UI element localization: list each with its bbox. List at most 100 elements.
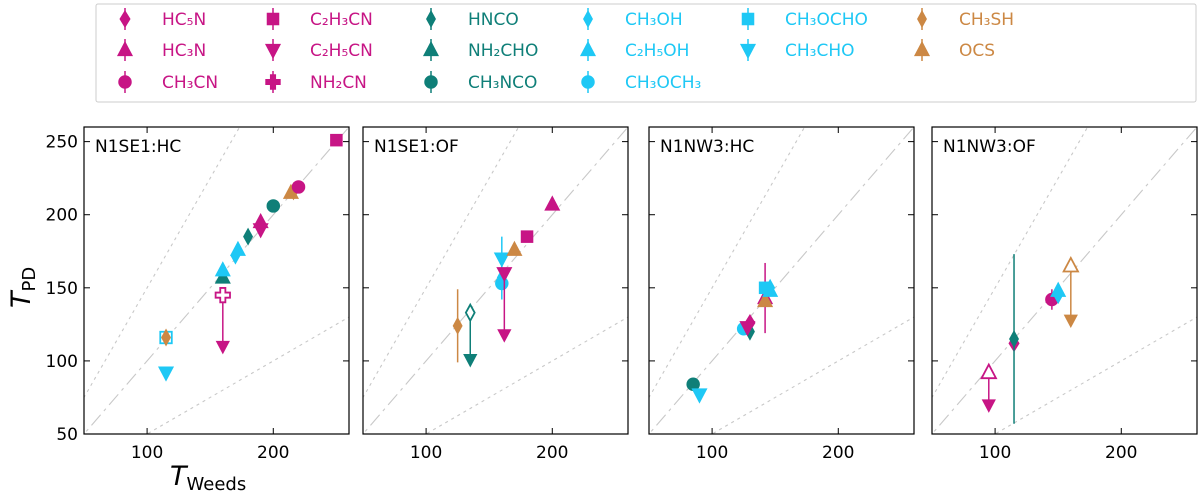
- legend-label: C₂H₃CN: [310, 10, 373, 30]
- legend-marker-icon: [118, 75, 132, 89]
- legend-label: HNCO: [468, 10, 519, 30]
- reference-line: [993, 316, 1197, 434]
- x-axis-label: TWeeds: [170, 461, 246, 495]
- point-ch3sh: [161, 328, 171, 347]
- point-marker: [157, 366, 175, 382]
- point-ch3cho: [157, 366, 175, 382]
- point-hc3n: [980, 362, 998, 413]
- legend-marker-icon: [265, 74, 281, 90]
- point-nh2cho: [214, 268, 231, 284]
- x-tick-label: 100: [131, 443, 163, 463]
- legend-item-ocs: OCS: [913, 39, 995, 61]
- point-ch3sh: [452, 289, 463, 363]
- panel-title: N1SE1:HC: [95, 137, 181, 157]
- point-marker: [214, 268, 231, 284]
- point-marker: [493, 252, 510, 268]
- legend-item-ch3cn: CH₃CN: [118, 71, 218, 93]
- point-marker: [739, 321, 756, 337]
- reference-line: [363, 127, 520, 399]
- legend-label: CH₃OH: [625, 10, 683, 30]
- point-c2h3cn: [520, 230, 534, 243]
- reference-line: [932, 127, 1089, 399]
- point-marker: [330, 133, 343, 147]
- x-tick-label: 100: [696, 443, 728, 463]
- legend-item-ch3oh: CH₃OH: [583, 8, 683, 30]
- panels: 100 200 50 100 150 200 250 N1SE1:HC 100 200 N1SE1:…: [46, 126, 1198, 463]
- x-axis-label-main: T: [170, 461, 189, 492]
- legend-item-nh2cho: NH₂CHO: [422, 39, 538, 61]
- y-axis-label-sub: PD: [19, 267, 40, 292]
- legend-label: C₂H₅OH: [625, 41, 689, 61]
- legend-label: CH₃OCHO: [785, 10, 868, 30]
- x-tick-label: 100: [979, 443, 1011, 463]
- legend-label: HC₃N: [162, 41, 206, 61]
- reference-line: [932, 127, 1197, 434]
- y-axis-label-main: T: [6, 289, 37, 308]
- point-marker: [691, 388, 708, 404]
- legend-label: CH₃OCH₃: [625, 73, 701, 93]
- x-tick-label: 200: [822, 443, 854, 463]
- data-points: [980, 254, 1080, 424]
- reference-line: [363, 127, 628, 434]
- panel-n1nw3-hc: 100 200 N1NW3:HC: [648, 126, 915, 463]
- y-axis-label: TPD: [6, 267, 40, 308]
- legend: HC₅N HC₃N CH₃CN C₂H₃CN C₂H₅CN NH₂CN HNCO NH₂CHO…: [95, 3, 1197, 103]
- panel-frame: [362, 126, 629, 435]
- legend-item-ch3ocho: CH₃OCHO: [741, 8, 868, 30]
- legend-label: HC₅N: [162, 10, 206, 30]
- point-c2h5cn: [496, 267, 513, 343]
- reference-lines: [649, 127, 914, 434]
- point-c2h5oh: [762, 281, 779, 297]
- x-tick-label: 200: [257, 443, 289, 463]
- data-points: [686, 262, 779, 404]
- point-marker: [757, 291, 774, 308]
- legend-marker-icon: [741, 12, 755, 26]
- legend-label: NH₂CN: [310, 73, 367, 93]
- legend-label: C₂H₅CN: [310, 41, 373, 61]
- x-axis-label-sub: Weeds: [187, 474, 247, 495]
- point-marker: [520, 230, 534, 243]
- point-marker: [1062, 255, 1080, 273]
- point-marker: [762, 281, 779, 297]
- upper-limit-arrow-icon: [1063, 314, 1078, 329]
- reference-line: [649, 127, 806, 399]
- point-marker: [544, 195, 561, 211]
- legend-marker-icon: [739, 43, 757, 60]
- legend-item-nh2cn: NH₂CN: [265, 71, 367, 93]
- legend-marker-icon: [264, 43, 282, 60]
- point-marker: [464, 302, 476, 323]
- legend-marker-icon: [422, 40, 440, 57]
- point-marker: [452, 316, 463, 335]
- legend-marker-icon: [913, 40, 931, 57]
- legend-marker-icon: [116, 40, 134, 57]
- point-c2h5oh: [214, 261, 231, 277]
- legend-label: CH₃SH: [959, 10, 1014, 30]
- point-marker: [1050, 281, 1067, 297]
- reference-line: [84, 127, 349, 434]
- panel-title: N1NW3:OF: [943, 137, 1036, 157]
- point-marker: [214, 287, 231, 304]
- reference-lines: [932, 127, 1197, 434]
- panel-n1se1-of: 100 200 N1SE1:OF: [362, 126, 629, 463]
- upper-limit-arrow-icon: [497, 329, 512, 343]
- reference-lines: [84, 127, 349, 434]
- legend-item-ch3cho: CH₃CHO: [739, 39, 855, 61]
- point-ch3cho: [691, 388, 708, 404]
- point-hc3n: [252, 212, 269, 229]
- point-c2h5oh: [229, 240, 246, 256]
- panel-title: N1SE1:OF: [374, 137, 459, 157]
- legend-item-hc3n: HC₃N: [116, 39, 206, 61]
- legend-item-hnco: HNCO: [426, 8, 519, 30]
- point-marker: [980, 362, 998, 380]
- y-tick-label: 200: [46, 206, 78, 226]
- point-hnco: [463, 302, 478, 368]
- point-marker: [161, 328, 171, 347]
- legend-item-ch3sh: CH₃SH: [917, 8, 1014, 30]
- reference-lines: [363, 127, 628, 434]
- point-ocs: [1062, 255, 1080, 329]
- point-ocs: [506, 240, 523, 256]
- y-tick-label: 100: [46, 352, 78, 372]
- legend-item-hc5n: HC₅N: [119, 8, 206, 30]
- upper-limit-arrow-icon: [981, 399, 996, 413]
